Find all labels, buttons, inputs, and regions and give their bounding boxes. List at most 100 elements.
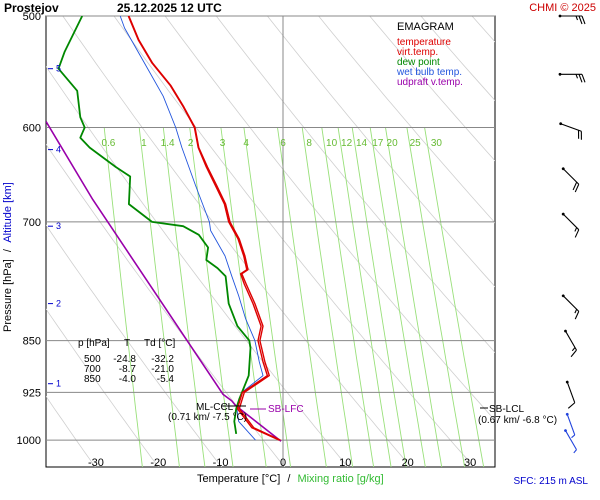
pressure-tick-label: 600: [23, 123, 41, 135]
pressure-tick-label: 925: [23, 387, 41, 399]
x-axis-label-mixing: Mixing ratio [g/kg]: [297, 473, 383, 485]
legend-temperature: temperature: [397, 37, 451, 48]
dry-adiabat: [574, 16, 600, 470]
dry-adiabat: [318, 16, 495, 224]
mixing-ratio-line: [351, 127, 407, 467]
altitude-ticks: 1 2 3 4 5: [48, 64, 61, 389]
altitude-tick-label: 1: [56, 379, 61, 389]
mixing-ratio-label: 6: [280, 138, 286, 149]
mixing-ratio-label: 2: [188, 138, 194, 149]
credit-text: CHMI © 2025: [529, 2, 596, 14]
sb-lfc-label: SB-LFC: [268, 404, 304, 415]
wind-barb: [558, 14, 586, 25]
table-row-500-p: 500: [84, 354, 101, 365]
x-axis-label-sep: /: [287, 473, 291, 485]
temperature-tick-label: 20: [402, 457, 414, 469]
y-axis-label-altitude: Altitude [km]: [2, 182, 14, 243]
mixing-ratio-label: 10: [326, 138, 338, 149]
table-header-p: p [hPa]: [78, 338, 110, 349]
station-name: Prostejov: [4, 1, 59, 15]
grid-lines: [46, 15, 495, 467]
wind-barb: [564, 429, 577, 454]
y-axis-label-sep: /: [2, 248, 14, 252]
series-dew-point: [57, 16, 252, 435]
pressure-tick-label: 1000: [17, 435, 41, 447]
mixing-ratio-label: 30: [431, 138, 443, 149]
wind-barb: [565, 412, 576, 439]
mixing-ratio-label: 17: [372, 138, 384, 149]
sounding-table: p [hPa] T Td [°C] 500 -24.8 -32.2 700 -8…: [78, 338, 175, 385]
mixing-ratio-line: [243, 127, 292, 467]
table-header-t: T: [124, 338, 130, 349]
altitude-tick-label: 5: [56, 64, 61, 74]
wind-barb: [561, 294, 580, 320]
mixing-ratio-label: 4: [243, 138, 249, 149]
x-axis-title: Temperature [°C] / Mixing ratio [g/kg]: [197, 473, 384, 485]
dry-adiabat: [267, 16, 495, 288]
table-row-850-t: -4.0: [119, 374, 137, 385]
table-row-700-t: -8.7: [119, 364, 137, 375]
series-temperature: [127, 16, 280, 441]
legend-wet-bulb: wet bulb temp.: [396, 67, 462, 78]
dry-adiabat: [369, 16, 495, 162]
pressure-tick-label: 500: [23, 11, 41, 23]
sb-lcl-label: SB-LCL: [489, 404, 524, 415]
dry-adiabat: [523, 16, 600, 470]
mixing-ratio-line: [162, 127, 206, 467]
mixing-ratio-label: 1: [141, 138, 147, 149]
wind-barbs: [558, 14, 586, 454]
wind-barb: [561, 212, 580, 238]
legend-title: EMAGRAM: [397, 21, 454, 33]
temperature-tick-label: 10: [339, 457, 351, 469]
mixing-ratio-label: 3: [220, 138, 226, 149]
table-row-850-p: 850: [84, 374, 101, 385]
table-row-500-t: -24.8: [113, 354, 136, 365]
dry-adiabat: [62, 16, 412, 467]
table-row-850-td: -5.4: [157, 374, 175, 385]
series-udpraft-v-temp: [46, 120, 282, 442]
temperature-tick-labels: -30 -20 -10 0 10 20 30: [88, 457, 476, 469]
table-header-td: Td [°C]: [144, 338, 175, 349]
dry-adiabat: [46, 308, 159, 467]
surface-altitude-note: SFC: 215 m ASL: [514, 476, 589, 487]
altitude-tick-label: 2: [56, 299, 61, 309]
ml-ccl-value: (0.71 km/ -7.5 °C): [168, 412, 247, 423]
legend: EMAGRAM temperature virt.temp. dew point…: [396, 21, 463, 88]
mixing-ratio-line: [369, 127, 426, 467]
legend-updraft: udpraft v.temp.: [397, 77, 463, 88]
altitude-tick-label: 3: [56, 221, 61, 231]
dry-adiabat: [215, 16, 495, 354]
svg-text:Pressure [hPa] / A: Pressure [hPa] / Altitude [km]: [2, 182, 14, 332]
mixing-ratio-label: 8: [306, 138, 312, 149]
dry-adiabat: [46, 224, 223, 467]
mixing-ratio-line: [406, 127, 466, 467]
pressure-tick-label: 700: [23, 217, 41, 229]
mixing-ratio-labels: 0.6 1 1.4 2 3 4 6 8 10 12 14 17 20 25 30: [101, 138, 442, 149]
mixing-ratio-label: 0.6: [101, 138, 115, 149]
wind-barb: [558, 72, 586, 83]
level-annotations: ML-CCL (0.71 km/ -7.5 °C) SB-LFC SB-LCL …: [168, 402, 557, 426]
mixing-ratio-line: [189, 127, 234, 467]
dry-adiabat: [46, 395, 96, 467]
wind-barb: [559, 122, 582, 140]
mixing-ratio-line: [385, 127, 443, 467]
table-row-500-td: -32.2: [151, 354, 174, 365]
temperature-tick-label: -10: [213, 457, 229, 469]
temperature-tick-label: -30: [88, 457, 104, 469]
temperature-tick-label: 0: [280, 457, 286, 469]
sb-lcl-value: (0.67 km/ -6.8 °C): [478, 415, 557, 426]
y-axis-label-pressure: Pressure [hPa]: [2, 259, 14, 332]
mixing-ratio-label: 1.4: [161, 138, 175, 149]
wind-barb: [565, 380, 576, 409]
table-row-700-p: 700: [84, 364, 101, 375]
dry-adiabat: [46, 65, 349, 467]
pressure-tick-labels: 500 600 700 850 925 1000: [17, 11, 41, 447]
mixing-ratio-line: [277, 127, 327, 467]
temperature-tick-label: -20: [150, 457, 166, 469]
legend-dew-point: dew point: [397, 57, 440, 68]
mixing-ratio-line: [424, 127, 485, 467]
ml-ccl-label: ML-CCL: [196, 402, 234, 413]
altitude-tick-label: 4: [56, 145, 61, 155]
mixing-ratio-line: [321, 127, 375, 467]
